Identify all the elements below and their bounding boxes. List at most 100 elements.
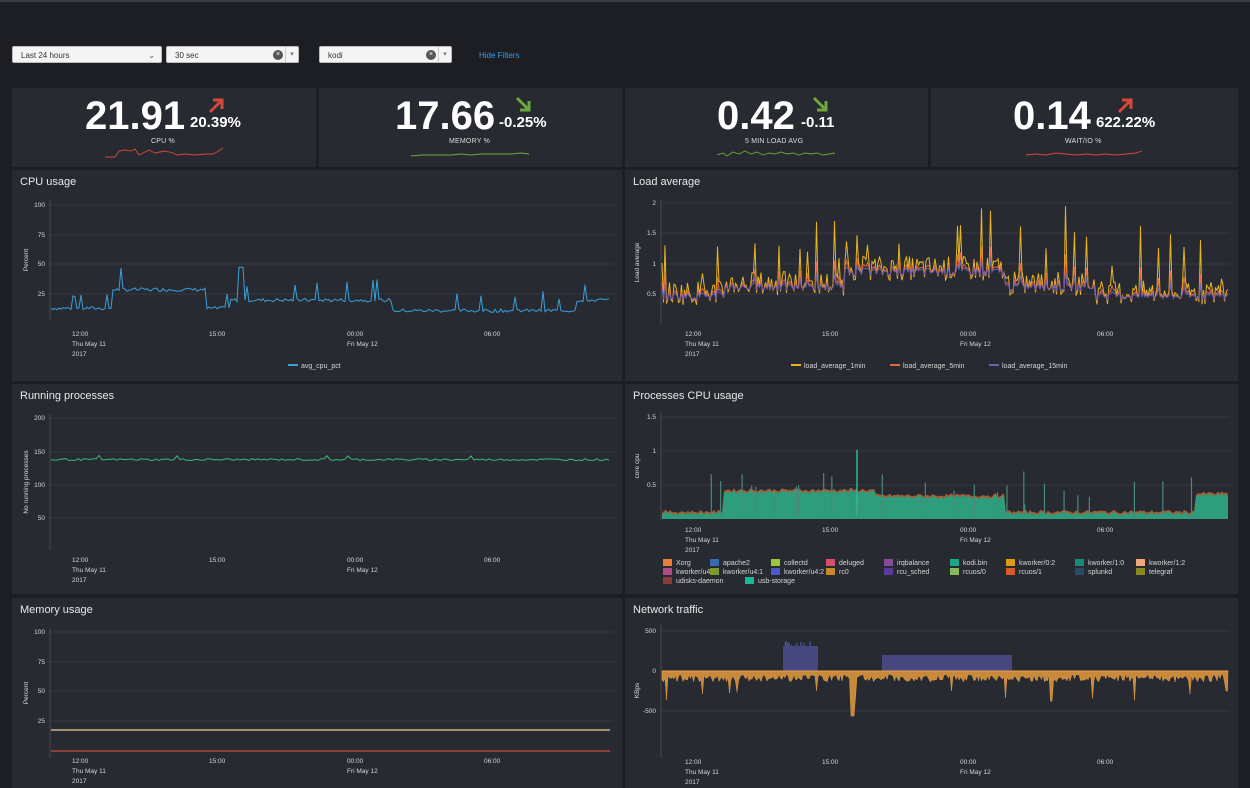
kpi-delta: -0.25% [499, 114, 547, 131]
x-tick-year: 2017 [72, 577, 87, 584]
hide-filters-link[interactable]: Hide Filters [479, 51, 520, 60]
x-tick-label: 15:00 [822, 527, 839, 534]
y-tick-label: 100 [34, 629, 45, 636]
kpi-value: 0.42 [717, 94, 795, 138]
legend-swatch [989, 364, 999, 366]
legend-label: kworker/0:2 [1019, 560, 1056, 567]
legend-item[interactable]: kworker/1:0 [1075, 559, 1124, 567]
x-tick-label: 15:00 [822, 331, 839, 338]
legend-item[interactable]: rc0 [826, 568, 849, 576]
legend-swatch [950, 568, 959, 575]
legend-item[interactable]: usb-storage [745, 577, 795, 585]
legend-label: deluged [839, 560, 864, 567]
time-range-select[interactable]: Last 24 hours ⌄ [12, 46, 162, 63]
x-tick-label: 00:00 [960, 759, 977, 766]
interval-value: 30 sec [175, 51, 199, 60]
chevron-down-icon: ⌄ [148, 51, 155, 60]
legend-item[interactable]: kworker/0:2 [1006, 559, 1055, 567]
legend-item[interactable]: apache2 [710, 559, 750, 567]
load-average-panel: Load average 2 1.5 1 0.5 Load average 12:00 Th… [625, 170, 1238, 381]
legend-swatch [826, 568, 835, 575]
panel-title: Processes CPU usage [633, 390, 744, 402]
kpi-delta: 20.39% [190, 114, 241, 131]
kpi-label: CPU % [151, 138, 175, 145]
legend-item[interactable]: telegraf [1136, 568, 1172, 576]
network-traffic-chart: 500 0 -500 KBps 12:00 Thu May 11 2017 15:00 00:0… [634, 623, 1230, 786]
x-tick-label: 12:00 [72, 758, 89, 765]
legend-item[interactable]: load_average_15min [989, 363, 1067, 370]
legend-item[interactable]: udisks-daemon [663, 577, 723, 585]
host-value: kodi [328, 51, 343, 60]
arrow-down-icon [812, 96, 828, 112]
panel-title: Running processes [20, 390, 115, 402]
network-traffic-panel: Network traffic 500 0 -500 KBps 12:00 Thu May… [625, 598, 1238, 788]
legend-item[interactable]: load_average_1min [791, 363, 866, 370]
top-bar [0, 0, 1250, 2]
chart-legend: Xorg apache2 collectd deluged irqbalance kodi… [663, 559, 1233, 591]
legend-item[interactable]: avg_cpu_pct [288, 363, 341, 370]
x-tick-label: 06:00 [484, 557, 501, 564]
y-tick-label: 1.5 [647, 230, 656, 237]
legend-item[interactable]: irqbalance [884, 559, 929, 567]
panel-title: Load average [633, 176, 701, 188]
legend-label: kworker/u4:2 [784, 569, 825, 576]
kpi-label: WAIT/IO % [1065, 138, 1102, 145]
kpi-card-wait: 0.14 622.22% WAIT/IO % [931, 88, 1238, 167]
y-axis-label: KBps [634, 682, 641, 698]
sparkline [1026, 150, 1143, 156]
cpu-usage-chart: 100 75 50 25 Percent 12:00 Thu May 11 2017 15:00… [23, 200, 614, 358]
legend-swatch [791, 364, 801, 366]
memory-usage-chart: 100 75 50 25 Percent 12:00 Thu May 11 2017 15:00… [23, 628, 614, 785]
dropdown-arrow-icon[interactable]: ▾ [438, 47, 451, 62]
series-line-processes [50, 454, 610, 462]
legend-label: kworker/u4:1 [723, 569, 764, 576]
legend-label: splunkd [1088, 569, 1113, 576]
x-tick-label: 15:00 [209, 557, 226, 564]
legend-item[interactable]: kworker/u4:0 [663, 568, 716, 576]
host-select[interactable]: kodi × ▾ [319, 46, 452, 63]
x-tick-label: 06:00 [1097, 527, 1114, 534]
clear-icon[interactable]: × [426, 50, 436, 60]
legend-label: udisks-daemon [676, 578, 724, 585]
legend-swatch [288, 364, 298, 366]
legend-swatch [663, 577, 672, 584]
legend-item[interactable]: kworker/u4:1 [710, 568, 763, 576]
legend-item[interactable]: kworker/u4:2 [771, 568, 824, 576]
clear-icon[interactable]: × [273, 50, 283, 60]
x-tick-date: Fri May 12 [960, 537, 991, 544]
x-tick-date: Fri May 12 [347, 768, 378, 775]
x-tick-date: Thu May 11 [685, 537, 719, 544]
legend-item[interactable]: rcu_sched [884, 568, 929, 576]
dropdown-arrow-icon[interactable]: ▾ [285, 47, 298, 62]
y-tick-label: 1 [652, 261, 656, 268]
x-tick-year: 2017 [685, 547, 700, 554]
legend-item[interactable]: deluged [826, 559, 864, 567]
panel-title: Network traffic [633, 604, 704, 616]
sparkline [411, 152, 530, 157]
x-tick-label: 12:00 [72, 557, 89, 564]
legend-item[interactable]: collectd [771, 559, 808, 567]
y-axis-label: Percent [23, 249, 30, 272]
legend-swatch [1075, 568, 1084, 575]
x-tick-year: 2017 [72, 351, 87, 358]
y-tick-label: 0.5 [647, 482, 656, 489]
legend-swatch [710, 559, 719, 566]
x-tick-date: Fri May 12 [960, 769, 991, 776]
kpi-value: 21.91 [85, 94, 186, 138]
x-tick-label: 12:00 [685, 759, 702, 766]
legend-swatch [710, 568, 719, 575]
legend-label: load_average_1min [804, 363, 866, 370]
legend-label: rcuos/1 [1019, 569, 1042, 576]
legend-item[interactable]: rcuos/1 [1006, 568, 1042, 576]
legend-item[interactable]: kodi.bin [950, 559, 987, 567]
legend-item[interactable]: kworker/1:2 [1136, 559, 1185, 567]
legend-item[interactable]: Xorg [663, 559, 691, 567]
legend-item[interactable]: rcuos/0 [950, 568, 986, 576]
x-tick-label: 15:00 [822, 759, 839, 766]
y-tick-label: 150 [34, 449, 45, 456]
legend-item[interactable]: load_average_5min [890, 363, 965, 370]
y-tick-label: 2 [652, 200, 656, 207]
legend-label: kworker/1:2 [1149, 560, 1186, 567]
legend-item[interactable]: splunkd [1075, 568, 1112, 576]
interval-select[interactable]: 30 sec × ▾ [166, 46, 299, 63]
